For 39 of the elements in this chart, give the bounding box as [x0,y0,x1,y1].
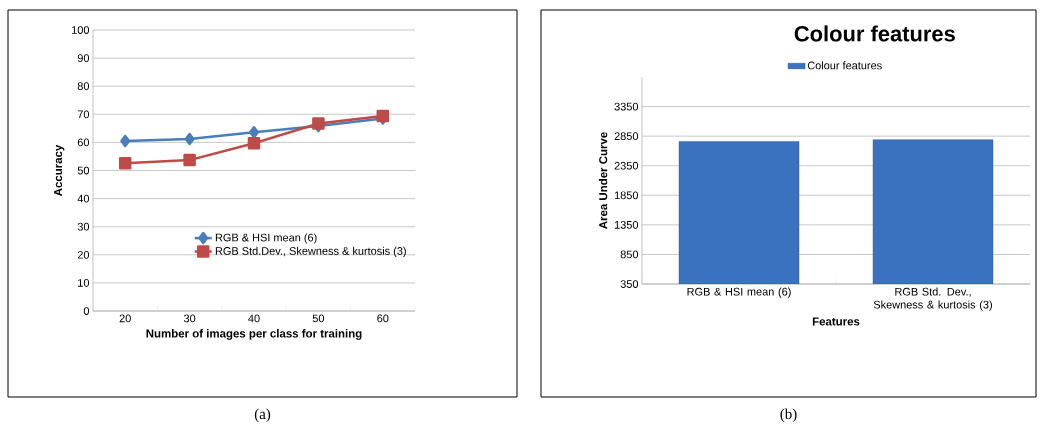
y-tick-label: 1850 [614,191,639,200]
y-tick-label: 100 [72,26,90,34]
x-axis-title: Features [812,317,860,326]
y-tick-label: 3350 [614,102,639,111]
x-tick-label: 50 [312,314,325,323]
x-tick-label: RGB Std. Dev., Skewness & kurtosis (3) [873,287,992,311]
y-tick-label: 20 [77,250,90,259]
y-tick-label: 1350 [614,220,639,229]
y-tick-label: 350 [620,280,639,288]
chart-title: Colour features [794,25,955,42]
text: (a) [254,408,271,423]
point [183,153,196,167]
legend-label: Colour features [807,61,882,70]
point [184,132,195,146]
point [120,134,131,148]
y-axis-title: Accuracy [54,144,65,197]
x-tick-label: 30 [183,314,196,323]
point [118,156,132,170]
x-axis-title: Number of images per class for training [146,329,362,340]
y-tick-label: 60 [77,138,90,147]
y-tick-label: 40 [77,194,90,203]
y-tick-label: 90 [77,54,90,62]
x-tick-label: 40 [248,314,260,323]
x-tick-label: 20 [119,314,131,323]
x-tick-label: 60 [377,314,389,323]
text: (b) [780,408,797,423]
y-tick-label: 10 [78,279,90,287]
y-axis-title: Area Under Curve [598,132,608,229]
y-tick-label: 850 [620,250,639,259]
y-tick-label: 0 [83,307,90,315]
y-tick-label: 50 [77,166,90,175]
y-tick-label: 2350 [614,161,639,170]
y-tick-label: 80 [77,82,90,91]
y-tick-label: 2850 [614,132,639,141]
legend-label: RGB Std.Dev., Skewness & kurtosis (3) [215,246,406,258]
y-tick-label: 70 [77,110,90,119]
point [247,136,261,150]
y-tick-label: 30 [77,222,90,231]
legend-label: RGB & HSI mean (6) [215,233,317,244]
